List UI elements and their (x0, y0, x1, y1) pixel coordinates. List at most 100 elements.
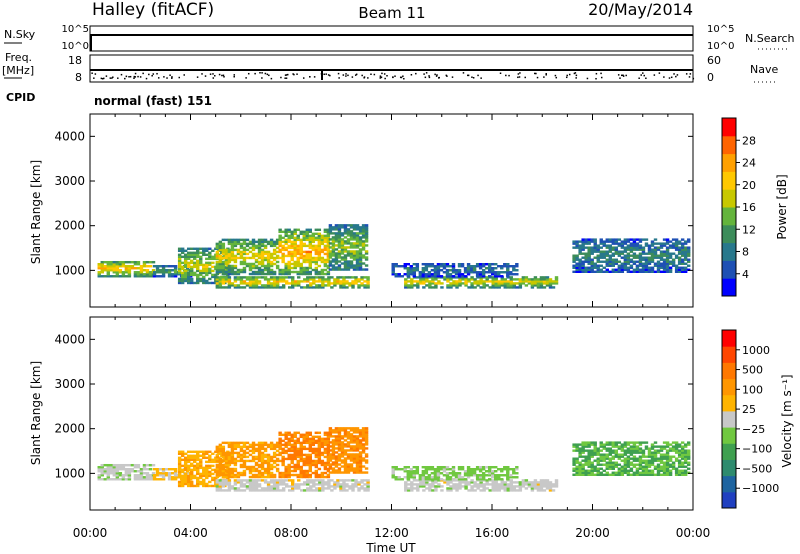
echo-cell (281, 258, 285, 262)
echo-cell (312, 280, 316, 283)
echo-cell (593, 250, 597, 253)
echo-cell (284, 254, 288, 258)
echo-cell (463, 275, 468, 278)
echo-cell (284, 240, 288, 244)
echo-cell (421, 472, 426, 475)
echo-cell (314, 238, 319, 242)
echo-cell (364, 443, 369, 446)
echo-cell (318, 481, 322, 484)
echo-cell (263, 284, 268, 287)
echo-cell (361, 437, 366, 440)
echo-cell (308, 475, 313, 479)
echo-cell (665, 469, 670, 472)
echo-cell (254, 447, 259, 451)
echo-cell (260, 473, 265, 477)
echo-cell (608, 258, 612, 261)
echo-cell (358, 461, 363, 464)
echo-cell (476, 284, 480, 287)
echo-cell (410, 481, 414, 484)
echo-cell (484, 271, 489, 274)
echo-cell (202, 271, 206, 275)
echo-cell (326, 230, 331, 234)
echo-cell (284, 262, 288, 266)
echo-cell (575, 467, 579, 470)
echo-cell (100, 262, 104, 266)
echo-cell (257, 252, 262, 256)
echo-cell (278, 230, 282, 234)
echo-cell (587, 455, 591, 458)
nave-dot (111, 77, 113, 79)
echo-cell (177, 263, 182, 267)
echo-cell (299, 266, 303, 270)
echo-cell (674, 238, 679, 241)
echo-cell (224, 260, 229, 264)
echo-cell (490, 269, 495, 272)
nave-dot (622, 75, 625, 77)
echo-cell (189, 259, 194, 263)
echo-cell (251, 457, 256, 461)
nave-dot (218, 73, 221, 76)
echo-cell (302, 471, 306, 475)
echo-cell (254, 272, 259, 276)
echo-cell (311, 244, 316, 248)
echo-cell (340, 268, 345, 271)
echo-cell (208, 454, 212, 458)
nave-dot (675, 75, 677, 78)
echo-cell (269, 238, 274, 242)
echo-cell (100, 465, 104, 469)
echo-cell (177, 281, 182, 285)
echo-cell (321, 280, 325, 283)
x-tick-label: 00:00 (73, 526, 108, 540)
echo-cell (629, 467, 634, 470)
echo-cell (336, 278, 340, 281)
echo-cell (611, 262, 616, 265)
echo-cell (314, 473, 319, 477)
echo-cell (337, 238, 342, 241)
echo-cell (491, 278, 495, 281)
echo-cell (614, 270, 619, 273)
echo-cell (647, 246, 652, 249)
echo-cell (626, 457, 631, 460)
echo-cell (196, 464, 200, 468)
echo-cell (509, 278, 514, 281)
echo-cell (578, 262, 582, 265)
echo-cell (518, 487, 523, 490)
echo-cell (170, 275, 175, 278)
echo-cell (596, 473, 600, 476)
echo-cell (208, 247, 212, 250)
echo-cell (294, 485, 298, 488)
nave-dot (148, 73, 150, 76)
echo-cell (629, 242, 634, 245)
echo-cell (218, 459, 223, 463)
echo-cell (186, 480, 191, 484)
echo-cell (251, 449, 256, 453)
echo-cell (391, 273, 395, 276)
echo-cell (227, 270, 232, 274)
echo-cell (278, 443, 282, 447)
echo-cell (127, 275, 132, 278)
echo-cell (230, 459, 235, 463)
echo-cell (230, 475, 235, 479)
echo-cell (215, 284, 220, 287)
echo-cell (221, 481, 226, 484)
echo-cell (446, 286, 450, 289)
echo-cell (530, 483, 535, 486)
echo-cell (653, 254, 658, 257)
echo-cell (357, 286, 361, 289)
echo-cell (343, 445, 348, 448)
echo-cell (230, 266, 235, 270)
echo-cell (112, 260, 117, 264)
echo-cell (340, 459, 345, 462)
echo-cell (321, 479, 325, 482)
echo-cell (331, 246, 336, 249)
echo-cell (593, 270, 597, 273)
echo-cell (632, 451, 637, 454)
echo-cell (196, 269, 200, 273)
echo-cell (236, 487, 241, 490)
echo-cell (281, 481, 286, 484)
echo-cell (403, 265, 407, 268)
echo-cell (680, 471, 685, 474)
echo-cell (481, 275, 486, 278)
echo-cell (512, 476, 516, 479)
echo-cell (334, 234, 339, 237)
